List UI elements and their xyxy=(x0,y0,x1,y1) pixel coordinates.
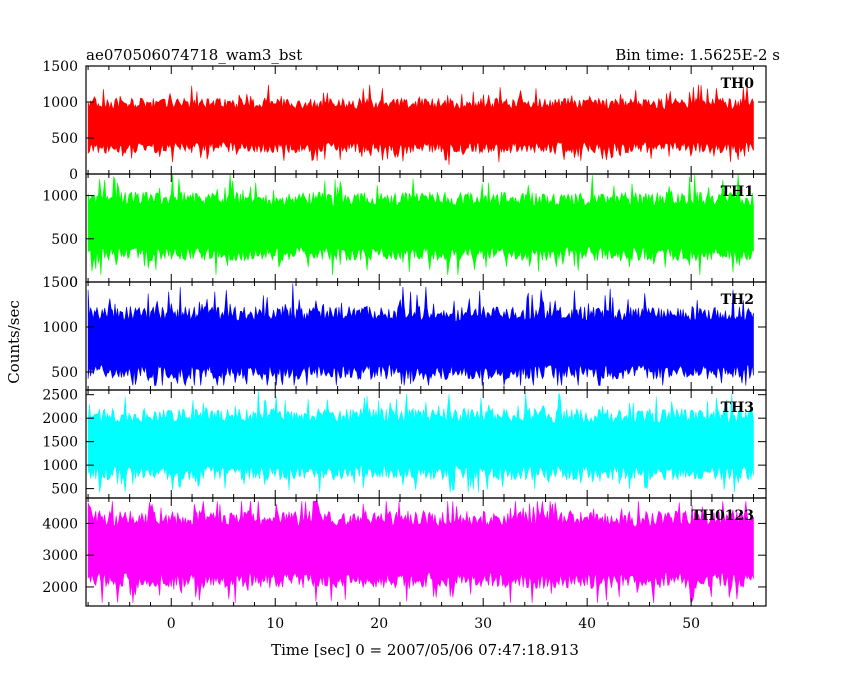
y-tick-label: 1500 xyxy=(42,435,78,451)
x-tick-label: 30 xyxy=(474,616,492,632)
y-tick-label: 0 xyxy=(69,167,78,183)
panel-th2: 500 1000 1500 TH2 xyxy=(42,275,767,391)
panel-label-th0: TH0 xyxy=(721,76,755,92)
y-tick-label: 0 xyxy=(69,275,78,291)
series-th0123 xyxy=(87,500,754,604)
panel-label-th2: TH2 xyxy=(721,292,754,308)
y-tick-label: 2000 xyxy=(42,580,78,596)
panel-th0: 0 500 1000 1500 TH0 xyxy=(42,59,767,183)
series-th2 xyxy=(87,283,754,387)
y-tick-label: 1000 xyxy=(42,458,78,474)
y-tick-label: 1500 xyxy=(42,59,78,75)
panel-label-th0123: TH0123 xyxy=(691,508,754,524)
panel-label-th3: TH3 xyxy=(721,400,754,416)
series-th3 xyxy=(87,389,754,493)
panel-frame xyxy=(85,497,767,607)
panel-th1: 0 500 1000 TH1 xyxy=(42,173,767,291)
y-tick-label: 4000 xyxy=(42,516,78,532)
y-tick-label: 1000 xyxy=(42,320,78,336)
x-tick-label: 10 xyxy=(266,616,284,632)
x-tick-label: 0 xyxy=(167,616,176,632)
y-tick-label: 3000 xyxy=(42,548,78,564)
panel-th3: 500 1000 1500 2000 2500 TH3 xyxy=(42,388,767,499)
y-tick-label: 500 xyxy=(51,482,78,498)
y-tick-label: 2000 xyxy=(42,411,78,427)
panel-th0123: 2000 3000 4000 TH0123 xyxy=(42,497,767,607)
y-axis-label: Counts/sec xyxy=(5,300,23,384)
y-tick-label: 1000 xyxy=(42,189,78,205)
x-tick-label: 40 xyxy=(578,616,596,632)
series-th1 xyxy=(87,173,754,276)
series-th0 xyxy=(87,84,754,165)
y-tick-label: 500 xyxy=(51,365,78,381)
panel-label-th1: TH1 xyxy=(721,184,754,200)
y-tick-label: 1000 xyxy=(42,95,78,111)
x-tick-label: 20 xyxy=(370,616,388,632)
x-axis-label: Time [sec] 0 = 2007/05/06 07:47:18.913 xyxy=(271,641,579,659)
plot-title: ae070506074718_wam3_bst xyxy=(86,46,302,64)
y-tick-label: 1500 xyxy=(42,275,78,291)
y-tick-label: 2500 xyxy=(42,388,78,404)
bin-time-label: Bin time: 1.5625E-2 s xyxy=(615,46,780,64)
x-tick-label: 50 xyxy=(682,616,700,632)
y-tick-label: 500 xyxy=(51,131,78,147)
y-tick-label: 500 xyxy=(51,232,78,248)
